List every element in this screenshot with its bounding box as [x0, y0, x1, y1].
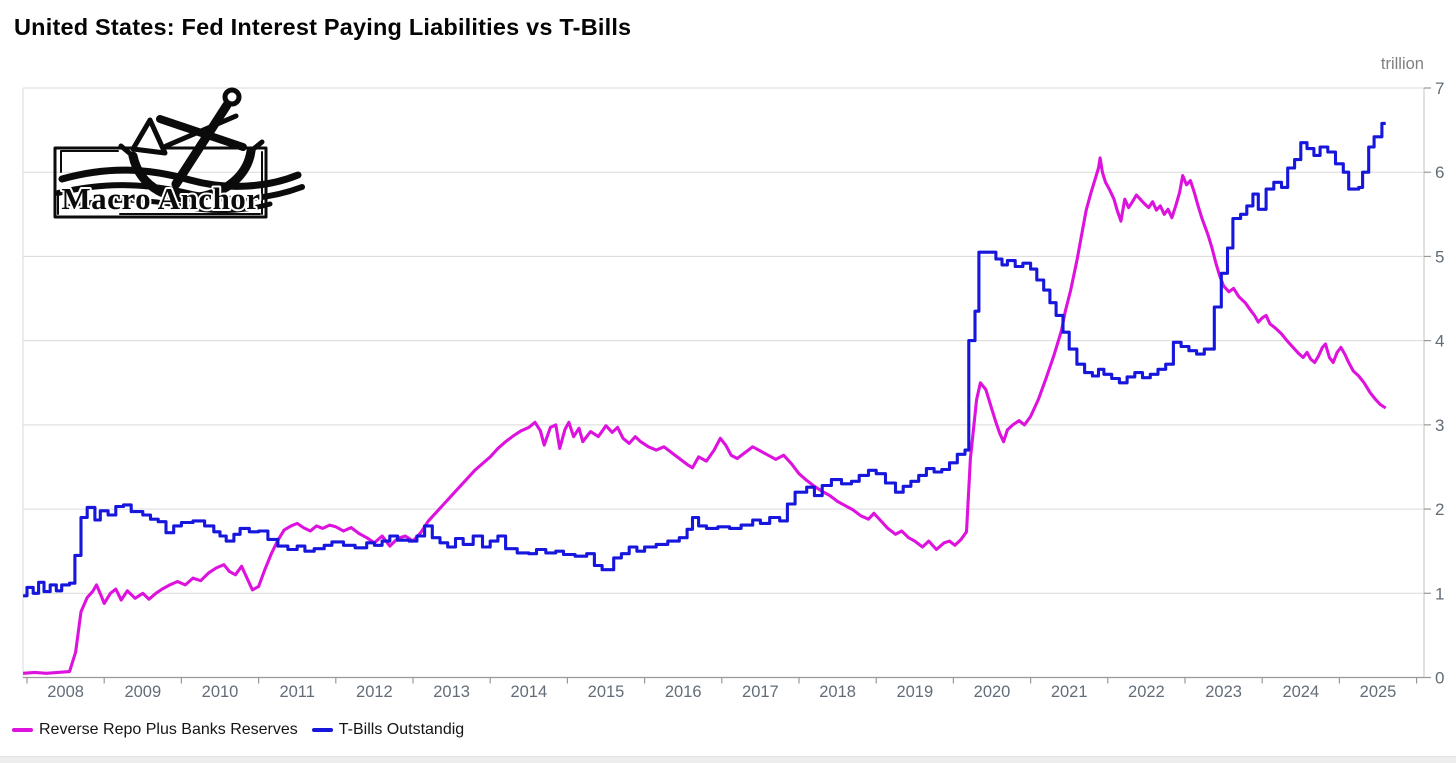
y-axis-unit-label: trillion [1380, 55, 1424, 73]
legend-label: Reverse Repo Plus Banks Reserves [39, 721, 298, 738]
y-tick-label: 5 [1435, 247, 1444, 266]
y-tick-label: 7 [1435, 79, 1444, 98]
y-tick-label: 1 [1435, 584, 1444, 603]
y-tick-label: 2 [1435, 500, 1444, 519]
x-tick-label: 2019 [896, 683, 933, 701]
x-tick-label: 2016 [665, 683, 702, 701]
x-tick-label: 2010 [202, 683, 239, 701]
legend-swatch [12, 728, 33, 732]
x-tick-label: 2013 [433, 683, 470, 701]
x-tick-label: 2008 [47, 683, 84, 701]
macro-anchor-logo: Macro Anchor [53, 87, 305, 219]
x-tick-label: 2023 [1205, 683, 1242, 701]
x-axis-tick-labels: 2008 2009 2010 2011 2012 2013 2014 2015 2016 2017… [47, 683, 1396, 701]
x-tick-label: 2020 [974, 683, 1011, 701]
y-tick-label: 0 [1435, 669, 1444, 688]
x-tick-label: 2022 [1128, 683, 1165, 701]
x-tick-label: 2024 [1282, 683, 1319, 701]
x-tick-label: 2011 [279, 683, 314, 701]
legend-item-rrp-reserves: Reverse Repo Plus Banks Reserves [12, 721, 298, 739]
x-tick-label: 2018 [819, 683, 856, 701]
gridlines [22, 87, 1424, 678]
y-axis-tick-labels: 0 1 2 3 4 5 6 7 [1435, 79, 1444, 688]
waves-icon [55, 166, 305, 214]
series-lines [22, 121, 1387, 675]
y-tick-label: 6 [1435, 163, 1444, 182]
x-tick-label: 2014 [510, 683, 547, 701]
axes [23, 87, 1431, 684]
series-line-rrp-reserves [22, 156, 1387, 675]
chart-legend: Reverse Repo Plus Banks Reserves T-Bills … [12, 721, 464, 739]
x-tick-label: 2009 [124, 683, 161, 701]
x-tick-label: 2021 [1051, 683, 1088, 701]
y-tick-label: 4 [1435, 332, 1444, 351]
legend-item-tbills: T-Bills Outstandig [311, 721, 465, 739]
series-line-tbills [23, 121, 1386, 598]
x-tick-label: 2017 [742, 683, 779, 701]
y-tick-label: 3 [1435, 416, 1444, 435]
x-tick-label: 2015 [588, 683, 625, 701]
chart-title: United States: Fed Interest Paying Liabi… [14, 14, 632, 40]
legend-label: T-Bills Outstandig [338, 721, 465, 738]
logo-wordmark: Macro Anchor [61, 181, 260, 216]
x-tick-label: 2025 [1360, 683, 1397, 701]
legend-swatch [311, 728, 333, 732]
x-tick-label: 2012 [356, 683, 393, 701]
bottom-page-strip [0, 756, 1456, 763]
